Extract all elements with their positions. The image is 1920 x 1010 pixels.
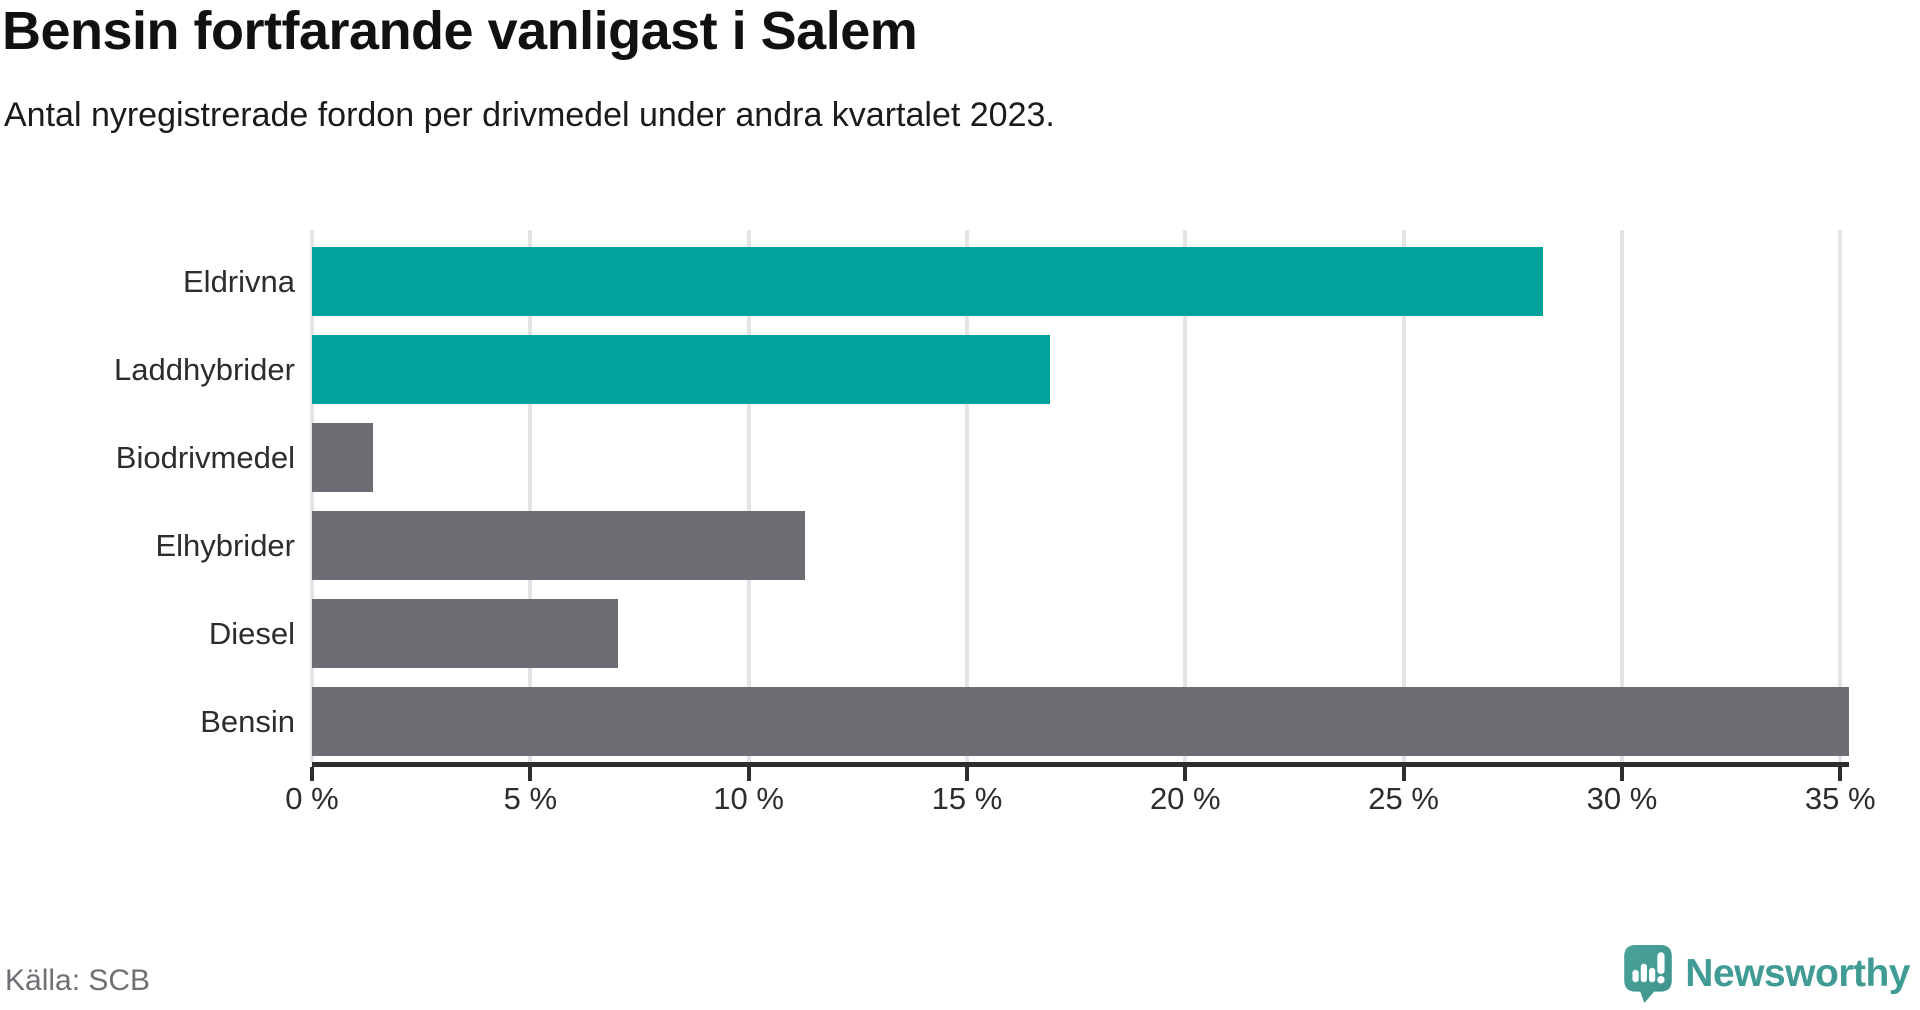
- x-tick-label: 15 %: [931, 781, 1003, 816]
- x-tick-label: 5 %: [503, 781, 558, 816]
- newsworthy-logo-text: Newsworthy: [1685, 952, 1910, 995]
- category-label: Biodrivmedel: [115, 439, 295, 475]
- category-label: Diesel: [208, 615, 295, 651]
- bar-biodrivmedel: [312, 423, 374, 492]
- axis-tick: [1619, 767, 1624, 781]
- x-tick-label: 35 %: [1804, 781, 1876, 816]
- bar-row: [312, 406, 1849, 494]
- plot-area: 0 % 5 % 10 % 15 % 20 % 25 % 30 % 35 %: [285, 230, 1876, 816]
- bar-laddhybrider: [312, 335, 1050, 404]
- bar-row: [312, 230, 1849, 318]
- bar-row: [312, 318, 1849, 406]
- newsworthy-logo: Newsworthy: [1623, 944, 1910, 1004]
- gridline: [528, 230, 533, 762]
- category-label: Eldrivna: [183, 263, 295, 299]
- axis-tick: [1183, 767, 1188, 781]
- bar-diesel: [312, 599, 618, 668]
- category-label: Laddhybrider: [114, 351, 295, 387]
- axis-tick: [1838, 767, 1843, 781]
- bar-bensin: [312, 687, 1849, 756]
- bar-row: [312, 670, 1849, 758]
- gridline: [746, 230, 751, 762]
- x-axis-line: [312, 762, 1849, 767]
- newsworthy-logo-icon: [1624, 945, 1673, 1003]
- gridline: [1838, 230, 1843, 762]
- bars: [312, 230, 1849, 758]
- gridline: [964, 230, 969, 762]
- bar-row: [312, 494, 1849, 582]
- axis-tick: [310, 767, 314, 781]
- category-labels: Eldrivna Laddhybrider Biodrivmedel Elhybrid…: [0, 230, 295, 758]
- gridline: [310, 230, 314, 762]
- bar-eldrivna: [312, 247, 1544, 316]
- bar-elhybrider: [312, 511, 806, 580]
- gridline: [1619, 230, 1624, 762]
- category-label: Bensin: [200, 703, 295, 739]
- chart-subtitle: Antal nyregistrerade fordon per drivmede…: [4, 96, 1055, 134]
- axis-tick: [746, 767, 751, 781]
- x-tick-label: 25 %: [1368, 781, 1439, 816]
- axis-tick: [528, 767, 533, 781]
- bar-row: [312, 582, 1849, 670]
- x-tick-label: 20 %: [1149, 781, 1221, 816]
- chart-title: Bensin fortfarande vanligast i Salem: [2, 1, 918, 61]
- gridline: [1401, 230, 1406, 762]
- x-tick-label: 0 %: [285, 781, 339, 816]
- category-label: Elhybrider: [155, 527, 295, 563]
- axis-tick: [964, 767, 969, 781]
- axis-tick: [1401, 767, 1406, 781]
- x-tick-label: 30 %: [1586, 781, 1658, 816]
- gridline: [1183, 230, 1188, 762]
- x-tick-label: 10 %: [713, 781, 784, 816]
- source-note: Källa: SCB: [5, 964, 151, 997]
